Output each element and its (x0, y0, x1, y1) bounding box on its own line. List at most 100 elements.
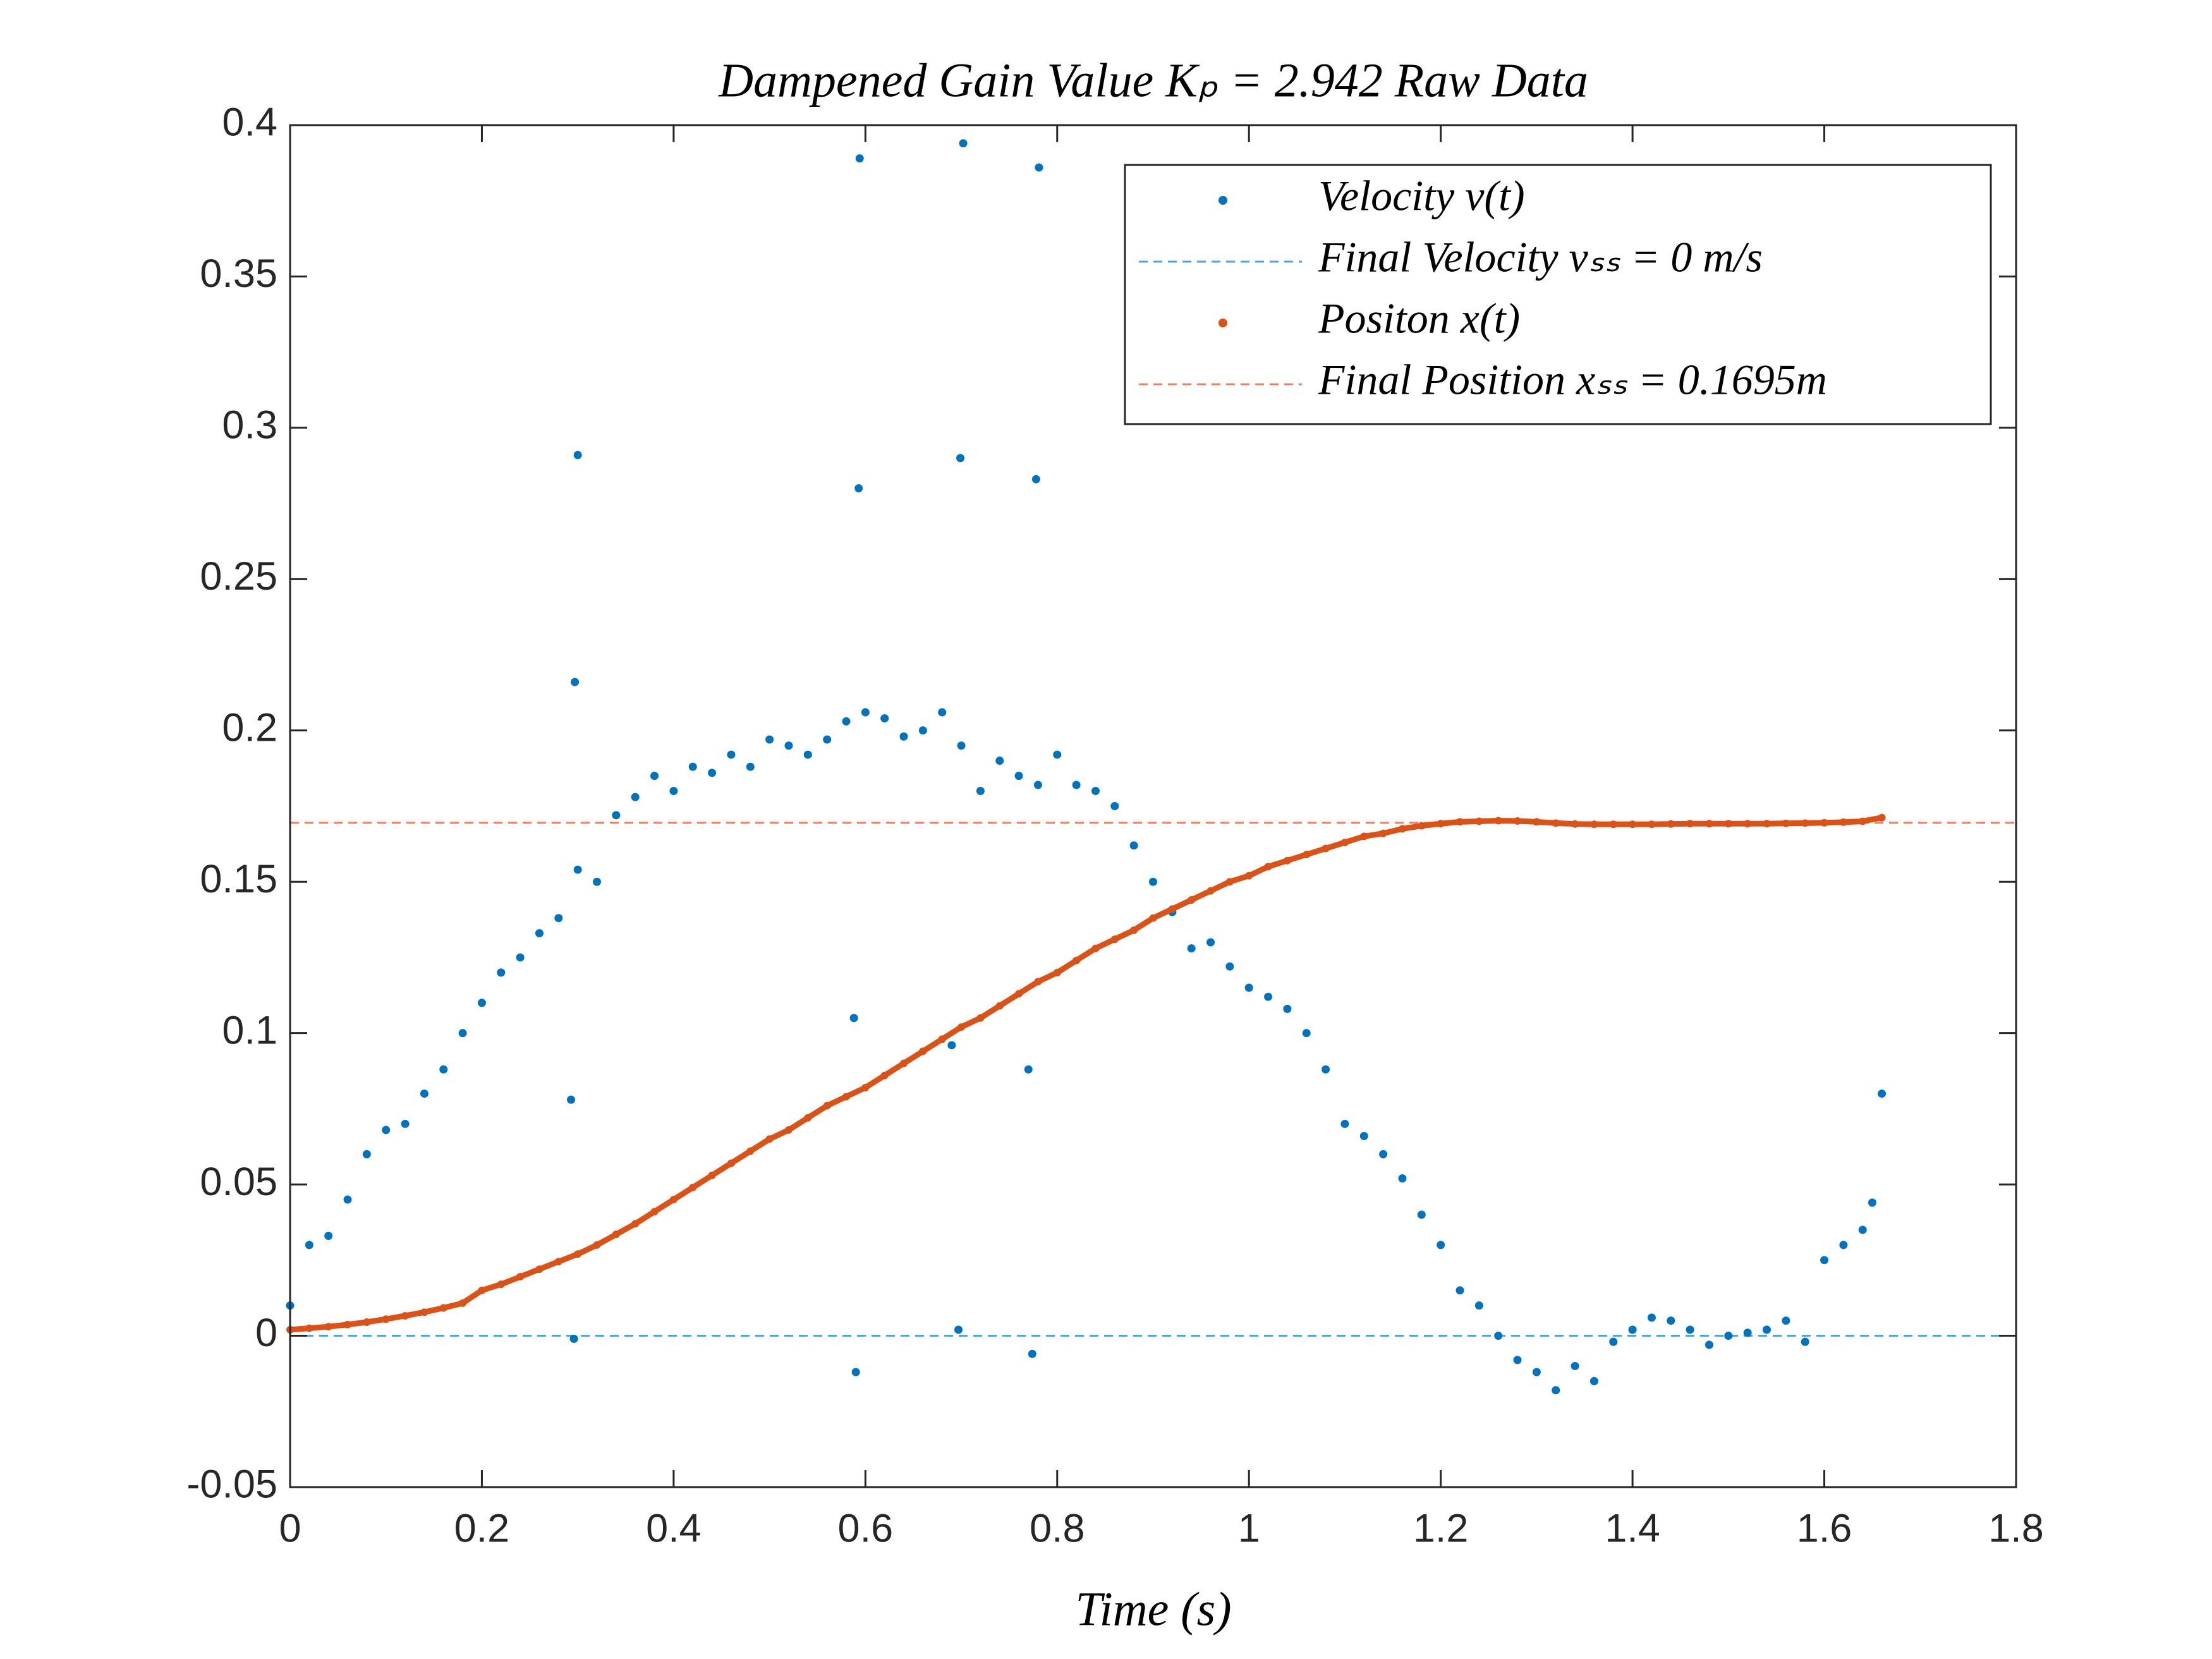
data-point (573, 451, 582, 459)
data-point (1129, 841, 1138, 850)
legend-marker (1218, 196, 1227, 205)
x-axis-label: Time (s) (1076, 1583, 1232, 1636)
data-point (1667, 820, 1675, 828)
data-point (880, 1071, 889, 1079)
data-point (708, 1171, 716, 1179)
data-point (947, 1041, 956, 1050)
data-point (1225, 878, 1234, 886)
data-point (1878, 813, 1886, 822)
y-tick-label: 0.35 (200, 252, 277, 296)
data-point (1820, 818, 1828, 827)
x-tick-label: 1 (1238, 1507, 1260, 1551)
data-point (959, 139, 968, 148)
data-point (823, 1102, 831, 1110)
data-point (1763, 1325, 1771, 1334)
data-point (516, 953, 525, 962)
data-point (1743, 1328, 1752, 1337)
data-point (1839, 1241, 1848, 1249)
data-point (669, 1196, 678, 1204)
data-point (727, 1159, 735, 1167)
data-point (1283, 856, 1291, 865)
data-point (1724, 1332, 1733, 1340)
y-tick-label: 0 (255, 1311, 277, 1355)
data-point (535, 929, 544, 938)
data-point (458, 1029, 467, 1038)
data-point (1686, 1325, 1694, 1334)
data-point (784, 1126, 793, 1134)
x-tick-label: 0.8 (1030, 1507, 1085, 1551)
data-point (1705, 820, 1713, 828)
data-point (1110, 802, 1119, 810)
data-point (1245, 872, 1253, 880)
data-point (439, 1304, 447, 1312)
data-point (1533, 818, 1541, 826)
data-point (899, 732, 908, 741)
data-point (574, 1250, 582, 1258)
data-point (1091, 787, 1100, 796)
y-tick-label: 0.3 (222, 403, 277, 447)
data-point (631, 793, 640, 801)
data-point (1225, 962, 1234, 971)
data-point (1034, 978, 1042, 986)
x-tick-label: 1.6 (1797, 1507, 1852, 1551)
data-point (1782, 1316, 1790, 1325)
y-tick-label: 0.4 (222, 100, 277, 145)
legend: Velocity v(t) Final Velocity vₛₛ = 0 m/s P… (1124, 164, 1992, 425)
data-point (1283, 1004, 1292, 1013)
data-point (918, 726, 927, 735)
data-point (1398, 1174, 1407, 1183)
x-tick-label: 1.4 (1605, 1507, 1660, 1551)
data-point (1091, 944, 1100, 952)
data-point (1782, 819, 1790, 827)
data-point (1149, 877, 1157, 886)
data-point (1015, 990, 1023, 998)
data-point (363, 1318, 371, 1327)
data-point (746, 762, 755, 771)
data-point (1801, 819, 1809, 827)
data-point (439, 1065, 448, 1074)
data-point (1514, 817, 1522, 825)
data-point (1552, 1386, 1560, 1395)
data-point (1379, 1150, 1388, 1158)
data-point (1455, 1286, 1464, 1295)
data-point (1359, 1131, 1368, 1140)
data-point (995, 1002, 1004, 1010)
data-point (855, 154, 864, 163)
data-point (851, 1368, 860, 1376)
legend-box (1124, 164, 1992, 425)
data-point (995, 757, 1004, 765)
data-point (516, 1273, 525, 1281)
data-point (1456, 818, 1464, 826)
legend-label: Final Velocity vₛₛ = 0 m/s (1318, 233, 1763, 281)
y-tick-label: -0.05 (186, 1462, 277, 1507)
data-point (1686, 820, 1694, 828)
data-point (1648, 820, 1656, 829)
y-tick-label: 0.15 (200, 857, 277, 901)
data-point (1820, 1256, 1829, 1265)
data-point (1014, 772, 1023, 781)
data-point (1763, 820, 1771, 828)
data-point (1340, 838, 1349, 846)
data-point (861, 708, 870, 717)
data-point (900, 1059, 908, 1067)
data-point (1035, 163, 1043, 172)
data-point (956, 454, 965, 463)
x-tick-label: 0.6 (838, 1507, 894, 1551)
data-point (1244, 983, 1253, 992)
data-point (1168, 905, 1176, 913)
data-point (1494, 817, 1502, 825)
data-point (1417, 1210, 1426, 1219)
data-point (849, 1014, 858, 1023)
data-point (1744, 820, 1752, 828)
data-point (1571, 1361, 1579, 1370)
data-point (459, 1299, 467, 1307)
data-point (382, 1126, 391, 1134)
data-point (1437, 1241, 1445, 1249)
legend-label: Final Position xₛₛ = 0.1695m (1318, 356, 1827, 404)
data-point (669, 787, 678, 796)
data-point (1609, 820, 1617, 829)
data-point (938, 708, 947, 717)
data-point (554, 914, 563, 923)
data-point (324, 1232, 333, 1241)
